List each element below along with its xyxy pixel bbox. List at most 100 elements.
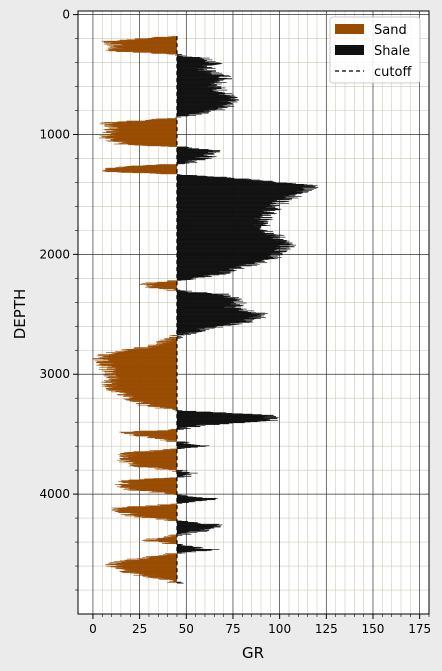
shale-strip bbox=[176, 476, 185, 478]
shale-strip bbox=[176, 84, 212, 85]
sand-strip bbox=[109, 128, 177, 130]
sand-strip bbox=[172, 579, 177, 581]
sand-strip bbox=[133, 348, 177, 350]
shale-strip bbox=[176, 263, 254, 264]
shale-strip bbox=[176, 80, 224, 82]
shale-strip bbox=[176, 319, 245, 321]
sand-strip bbox=[147, 37, 177, 39]
shale-strip bbox=[176, 547, 203, 548]
sand-strip bbox=[117, 380, 177, 382]
sand-strip bbox=[130, 398, 177, 399]
sand-strip bbox=[129, 393, 177, 395]
shale-strip bbox=[176, 263, 260, 265]
sand-strip bbox=[154, 450, 177, 452]
shale-strip bbox=[176, 205, 280, 206]
sand-strip bbox=[125, 460, 177, 462]
sand-strip bbox=[114, 353, 177, 355]
shale-strip bbox=[176, 521, 187, 522]
sand-strip bbox=[102, 356, 177, 358]
shale-strip bbox=[176, 232, 265, 234]
sand-strip bbox=[110, 43, 177, 44]
log-fills bbox=[92, 36, 319, 584]
shale-strip bbox=[176, 267, 237, 269]
shale-strip bbox=[176, 174, 181, 175]
shale-strip bbox=[176, 94, 219, 96]
shale-strip bbox=[176, 500, 193, 502]
shale-strip bbox=[176, 92, 225, 94]
shale-strip bbox=[176, 112, 209, 114]
sand-strip bbox=[169, 534, 177, 536]
sand-strip bbox=[110, 566, 177, 568]
shale-strip bbox=[176, 71, 217, 72]
shale-strip bbox=[176, 320, 242, 322]
sand-strip bbox=[167, 519, 177, 520]
sand-strip bbox=[123, 461, 177, 462]
sand-strip bbox=[108, 356, 177, 358]
shale-strip bbox=[176, 441, 185, 443]
sand-strip bbox=[103, 380, 177, 382]
sand-strip bbox=[117, 46, 177, 48]
shale-strip bbox=[176, 221, 264, 222]
sand-strip bbox=[117, 126, 177, 128]
shale-strip bbox=[176, 68, 216, 69]
shale-strip bbox=[176, 266, 234, 268]
shale-strip bbox=[176, 242, 293, 244]
sand-strip bbox=[119, 509, 177, 511]
sand-strip bbox=[163, 477, 177, 479]
shale-strip bbox=[176, 235, 285, 236]
shale-strip bbox=[176, 418, 268, 420]
shale-strip bbox=[176, 148, 198, 150]
shale-strip bbox=[176, 200, 278, 201]
sand-strip bbox=[125, 391, 177, 393]
shale-strip bbox=[176, 105, 225, 107]
sand-strip bbox=[146, 538, 177, 540]
shale-strip bbox=[176, 445, 210, 447]
sand-strip bbox=[121, 561, 177, 563]
shale-strip bbox=[176, 473, 189, 474]
shale-strip bbox=[176, 268, 229, 270]
sand-strip bbox=[117, 510, 177, 512]
shale-strip bbox=[176, 425, 197, 426]
sand-strip bbox=[134, 434, 177, 435]
shale-strip bbox=[176, 226, 262, 227]
sand-strip bbox=[107, 359, 177, 361]
shale-strip bbox=[176, 524, 205, 525]
shale-strip bbox=[176, 525, 217, 526]
sand-strip bbox=[105, 352, 177, 353]
sand-strip bbox=[104, 137, 177, 139]
sand-strip bbox=[148, 576, 177, 578]
shale-strip bbox=[176, 89, 217, 90]
sand-strip bbox=[110, 563, 177, 565]
sand-strip bbox=[132, 431, 177, 433]
shale-strip bbox=[176, 290, 185, 292]
shale-strip bbox=[176, 236, 286, 238]
shale-strip bbox=[176, 495, 188, 497]
shale-strip bbox=[176, 93, 226, 95]
shale-strip bbox=[176, 533, 179, 534]
shale-strip bbox=[176, 191, 297, 193]
shale-strip bbox=[176, 445, 207, 447]
shale-strip bbox=[176, 245, 279, 247]
shale-strip bbox=[176, 522, 199, 524]
shale-strip bbox=[176, 335, 179, 337]
shale-strip bbox=[176, 414, 254, 416]
sand-strip bbox=[118, 121, 177, 123]
sand-strip bbox=[127, 451, 177, 453]
sand-strip bbox=[129, 400, 177, 402]
shale-strip bbox=[176, 303, 237, 304]
sand-strip bbox=[106, 385, 177, 387]
sand-strip bbox=[168, 146, 177, 147]
shale-strip bbox=[176, 470, 188, 472]
shale-strip bbox=[176, 191, 308, 193]
sand-strip bbox=[111, 383, 177, 385]
shale-strip bbox=[176, 80, 220, 81]
shale-strip bbox=[176, 532, 182, 534]
shale-strip bbox=[176, 306, 235, 308]
sand-strip bbox=[145, 282, 177, 284]
shale-strip bbox=[176, 227, 257, 228]
shale-strip bbox=[176, 105, 218, 106]
sand-strip bbox=[127, 506, 177, 507]
sand-strip bbox=[151, 52, 177, 54]
shale-strip bbox=[176, 89, 212, 91]
shale-strip bbox=[176, 337, 181, 339]
